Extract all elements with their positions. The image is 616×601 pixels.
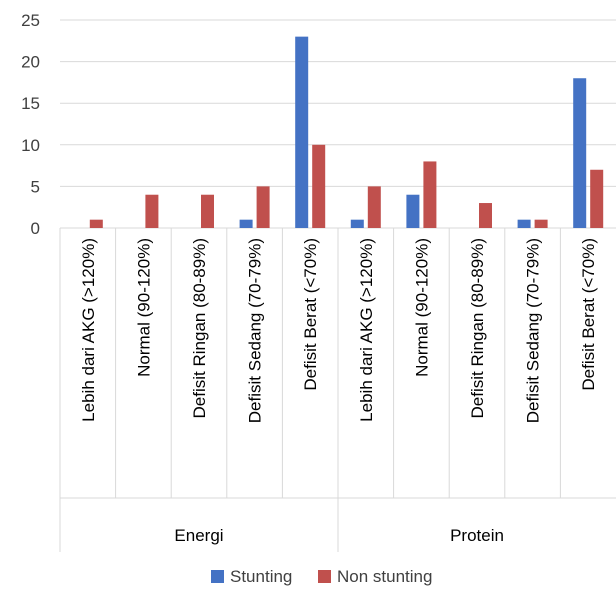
- group-label: Energi: [174, 526, 223, 545]
- bar-stunting: [295, 36, 309, 228]
- bar-non-stunting: [145, 194, 159, 228]
- y-tick-label: 20: [21, 53, 40, 72]
- bar-non-stunting: [256, 186, 270, 228]
- category-label: Normal (90-120%): [412, 238, 431, 377]
- category-label: Defisit Sedang (70-79%): [524, 238, 543, 423]
- y-tick-label: 10: [21, 136, 40, 155]
- bar-stunting: [350, 219, 364, 228]
- group-label: Protein: [450, 526, 504, 545]
- y-tick-label: 25: [21, 11, 40, 30]
- bar-non-stunting: [89, 219, 103, 228]
- legend-label: Stunting: [230, 567, 292, 586]
- bar-non-stunting: [367, 186, 381, 228]
- bar-stunting: [239, 219, 253, 228]
- bar-stunting: [573, 78, 587, 229]
- y-tick-label: 0: [31, 219, 40, 238]
- bar-non-stunting: [201, 194, 214, 228]
- category-label: Defisit Ringan (80-89%): [468, 238, 487, 418]
- bar-non-stunting: [312, 144, 326, 228]
- legend-label: Non stunting: [337, 567, 432, 586]
- category-label: Lebih dari AKG (>120%): [79, 238, 98, 422]
- y-tick-label: 15: [21, 94, 40, 113]
- bar-stunting: [406, 194, 420, 228]
- category-label: Normal (90-120%): [134, 238, 153, 377]
- legend-swatch: [211, 570, 224, 583]
- bar-non-stunting: [590, 169, 604, 228]
- legend-swatch: [318, 570, 331, 583]
- category-label: Defisit Berat (<70%): [301, 238, 320, 391]
- y-tick-label: 5: [31, 177, 40, 196]
- category-label: Defisit Berat (<70%): [579, 238, 598, 391]
- bar-non-stunting: [534, 219, 548, 228]
- category-label: Defisit Sedang (70-79%): [246, 238, 265, 423]
- category-label: Lebih dari AKG (>120%): [357, 238, 376, 422]
- bar-non-stunting: [423, 161, 437, 228]
- category-label: Defisit Ringan (80-89%): [190, 238, 209, 418]
- bar-stunting: [517, 219, 531, 228]
- bar-non-stunting: [479, 203, 492, 228]
